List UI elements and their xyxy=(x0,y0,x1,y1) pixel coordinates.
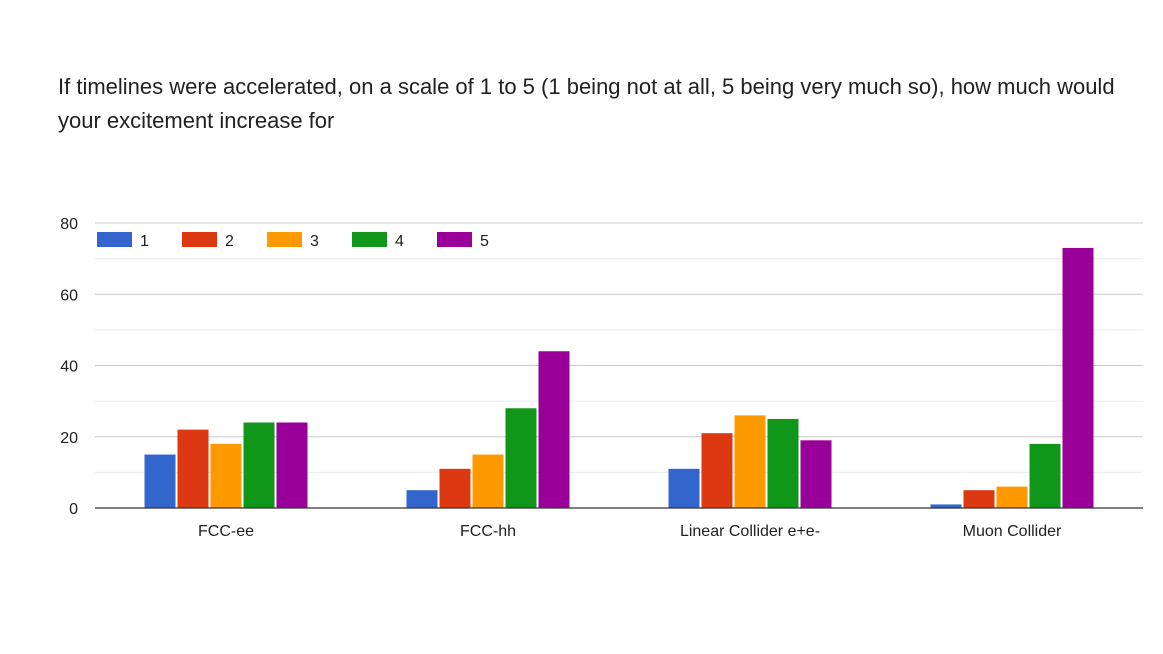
legend-label[interactable]: 4 xyxy=(395,233,404,250)
legend-swatch[interactable] xyxy=(97,232,132,247)
bar[interactable] xyxy=(1029,443,1061,508)
y-tick-label: 40 xyxy=(60,359,78,376)
bar[interactable] xyxy=(472,454,504,508)
bar[interactable] xyxy=(505,408,537,508)
bar[interactable] xyxy=(996,486,1028,508)
bar[interactable] xyxy=(800,440,832,508)
bar[interactable] xyxy=(144,454,176,508)
bar[interactable] xyxy=(406,490,438,508)
legend: 1 2 3 4 5 xyxy=(97,232,489,250)
legend-label[interactable]: 3 xyxy=(310,233,319,250)
bar[interactable] xyxy=(1062,247,1094,508)
x-tick-label: FCC-hh xyxy=(460,523,516,540)
bar[interactable] xyxy=(177,429,209,508)
bar[interactable] xyxy=(734,415,766,508)
legend-label[interactable]: 2 xyxy=(225,233,234,250)
gridlines xyxy=(95,222,1143,473)
bar[interactable] xyxy=(963,490,995,508)
bar[interactable] xyxy=(538,351,570,508)
bar[interactable] xyxy=(439,468,471,508)
bar[interactable] xyxy=(243,422,275,509)
y-tick-label: 20 xyxy=(60,430,78,447)
legend-swatch[interactable] xyxy=(182,232,217,247)
bars xyxy=(144,247,1094,509)
legend-label[interactable]: 1 xyxy=(140,233,149,250)
legend-swatch[interactable] xyxy=(267,232,302,247)
bar[interactable] xyxy=(210,443,242,508)
y-tick-label: 0 xyxy=(69,501,78,518)
x-tick-label: Muon Collider xyxy=(963,523,1062,540)
bar[interactable] xyxy=(767,418,799,508)
x-axis: FCC-ee FCC-hh Linear Collider e+e- Muon Col… xyxy=(95,507,1143,540)
bar[interactable] xyxy=(930,504,962,508)
bar[interactable] xyxy=(701,433,733,508)
question-title: If timelines were accelerated, on a scal… xyxy=(58,74,1115,133)
bar[interactable] xyxy=(276,422,308,509)
x-tick-label: FCC-ee xyxy=(198,523,254,540)
y-tick-label: 80 xyxy=(60,216,78,233)
x-tick-label: Linear Collider e+e- xyxy=(680,523,820,540)
y-axis-ticks: 0 20 40 60 80 xyxy=(60,216,78,518)
bar[interactable] xyxy=(668,468,700,508)
legend-swatch[interactable] xyxy=(352,232,387,247)
y-tick-label: 60 xyxy=(60,287,78,304)
legend-swatch[interactable] xyxy=(437,232,472,247)
legend-label[interactable]: 5 xyxy=(480,233,489,250)
